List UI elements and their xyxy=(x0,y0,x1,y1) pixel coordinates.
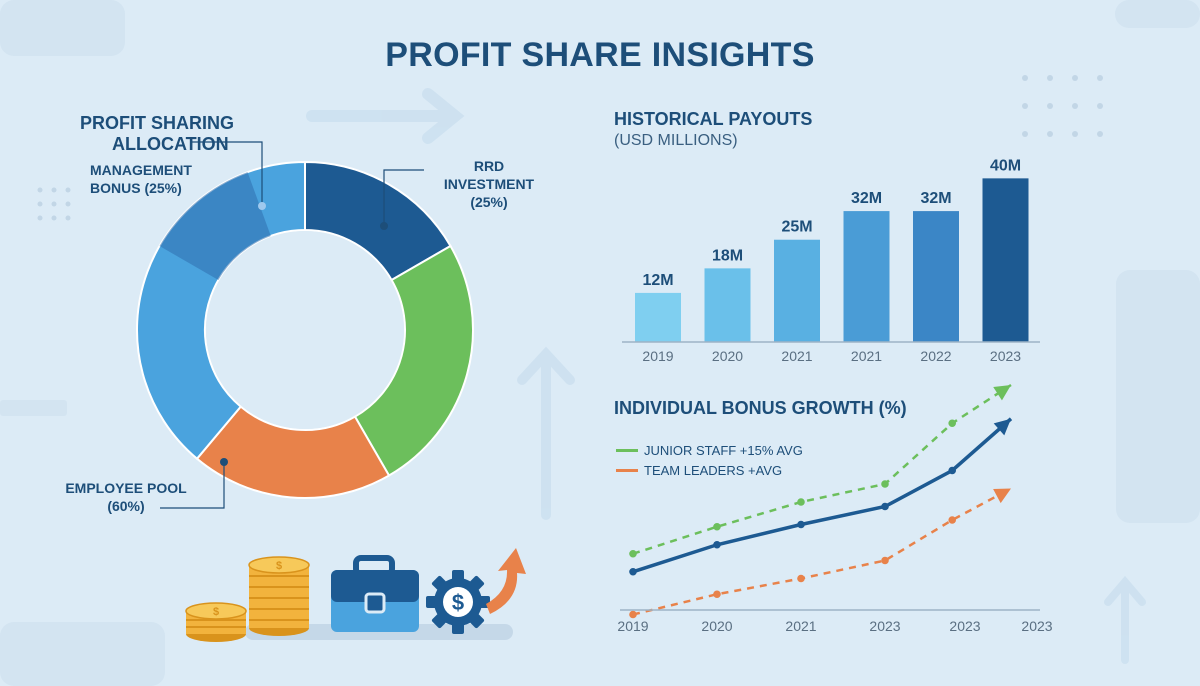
donut-title: PROFIT SHARING ALLOCATION xyxy=(80,113,234,155)
series-point xyxy=(713,540,721,549)
line-x-tick: 2019 xyxy=(617,618,648,634)
bars-title: HISTORICAL PAYOUTS xyxy=(614,109,813,129)
svg-text:$: $ xyxy=(276,560,282,572)
bg-panel-bottom-left xyxy=(0,622,165,686)
bars-subtitle: (USD MILLIONS) xyxy=(614,132,738,149)
bg-panel-right xyxy=(1116,270,1200,523)
donut-chart xyxy=(136,160,474,499)
bar-value-label: 12M xyxy=(642,272,673,289)
legend-swatch-orange xyxy=(616,469,638,472)
series-point xyxy=(797,498,805,506)
series-point xyxy=(797,574,805,583)
bg-strip-left xyxy=(0,400,67,416)
donut-hole xyxy=(206,231,404,429)
donut-slice-orange xyxy=(195,405,391,499)
employee-leader-line xyxy=(160,462,225,509)
coins-icon: $ $ xyxy=(185,556,310,642)
series-line-1 xyxy=(632,417,1013,574)
management-leader-line xyxy=(190,141,263,206)
employee-label: EMPLOYEE POOL (60%) xyxy=(62,479,190,515)
bar-2 xyxy=(774,239,820,342)
rrd-label-line1: RRD INVESTMENT xyxy=(443,158,535,192)
line-x-tick: 2023 xyxy=(1021,618,1052,634)
series-point xyxy=(713,522,721,531)
series-point xyxy=(797,520,805,529)
rrd-label-line2: (25%) xyxy=(470,194,508,210)
rrd-label: RRD INVESTMENT (25%) xyxy=(428,157,550,211)
line-x-tick: 2020 xyxy=(701,618,732,634)
growth-arrow-icon xyxy=(486,548,526,614)
bar-3 xyxy=(843,211,890,342)
series-point xyxy=(881,556,889,565)
donut-slice-shade xyxy=(159,172,271,280)
management-label-line2: BONUS (25%) xyxy=(90,180,182,196)
bg-arrow-up-icon xyxy=(517,346,575,520)
series-point xyxy=(948,516,956,524)
series-arrowhead xyxy=(993,418,1011,436)
bg-arrow-right-icon xyxy=(306,88,465,144)
dollar-gear-icon: $ xyxy=(426,570,490,634)
bar-chart: 12M 2019 18M 2020 25M 2021 32M 2021 32M 2022 40M 20… xyxy=(635,157,1029,364)
svg-text:$: $ xyxy=(452,590,464,615)
management-label-line1: MANAGEMENT xyxy=(90,162,192,178)
employee-leader-dot xyxy=(220,458,228,466)
bar-value-label: 18M xyxy=(712,247,743,264)
series-point xyxy=(713,590,721,599)
line-x-tick: 2023 xyxy=(869,618,900,634)
series-point xyxy=(629,549,637,558)
line-x-tick: 2021 xyxy=(785,618,816,634)
series-arrowhead xyxy=(993,488,1011,504)
line-x-tick: 2023 xyxy=(949,618,980,634)
bar-x-tick: 2019 xyxy=(642,348,673,364)
bg-arrow-up-right-icon xyxy=(1104,575,1146,664)
bg-dots-left xyxy=(37,187,71,221)
legend-junior-label: JUNIOR STAFF +15% AVG xyxy=(644,443,803,458)
bar-x-tick: 2021 xyxy=(851,348,882,364)
series-point xyxy=(948,419,956,428)
bg-panel-top-left xyxy=(0,0,125,56)
bar-5 xyxy=(982,178,1029,342)
bar-0 xyxy=(635,292,681,342)
series-point xyxy=(629,567,637,576)
series-line-2 xyxy=(632,487,1012,616)
lines-title: INDIVIDUAL BONUS GROWTH (%) xyxy=(614,398,907,418)
donut-leader-lines xyxy=(160,141,424,509)
bar-value-label: 40M xyxy=(990,157,1021,174)
line-chart: 2019 2020 2021 2023 2023 2023 xyxy=(617,383,1053,634)
donut-title-line2: ALLOCATION xyxy=(112,134,229,154)
svg-text:$: $ xyxy=(213,606,219,618)
series-point xyxy=(948,466,956,475)
bar-x-tick: 2020 xyxy=(712,348,743,364)
bg-panel-top-right xyxy=(1115,0,1200,28)
donut-slice-rrd xyxy=(353,244,474,477)
legend-leaders: TEAM LEADERS +AVG xyxy=(616,463,782,478)
employee-label-line2: (60%) xyxy=(107,498,145,514)
rrd-leader-line xyxy=(383,169,424,226)
management-leader-dot xyxy=(258,202,266,210)
employee-label-line1: EMPLOYEE POOL xyxy=(65,480,187,496)
bar-value-label: 25M xyxy=(781,219,812,236)
bar-1 xyxy=(704,268,751,342)
legend-junior: JUNIOR STAFF +15% AVG xyxy=(616,443,803,458)
legend-swatch-green xyxy=(616,449,638,452)
bg-dots-right xyxy=(1022,75,1103,137)
series-point xyxy=(629,610,637,619)
bar-value-label: 32M xyxy=(920,190,951,207)
bar-4 xyxy=(913,211,959,342)
series-point xyxy=(881,480,889,488)
rrd-leader-dot xyxy=(380,222,388,230)
management-label: MANAGEMENT BONUS (25%) xyxy=(90,161,192,197)
bar-value-label: 32M xyxy=(851,190,882,207)
briefcase-icon xyxy=(331,555,419,632)
bar-x-tick: 2023 xyxy=(990,348,1021,364)
donut-title-line1: PROFIT SHARING xyxy=(80,113,235,133)
series-point xyxy=(881,502,889,511)
bar-x-tick: 2022 xyxy=(920,348,951,364)
page-title: PROFIT SHARE INSIGHTS xyxy=(385,36,815,74)
legend-leaders-label: TEAM LEADERS +AVG xyxy=(644,463,783,478)
bar-x-tick: 2021 xyxy=(781,348,812,364)
series-arrowhead xyxy=(993,385,1011,401)
